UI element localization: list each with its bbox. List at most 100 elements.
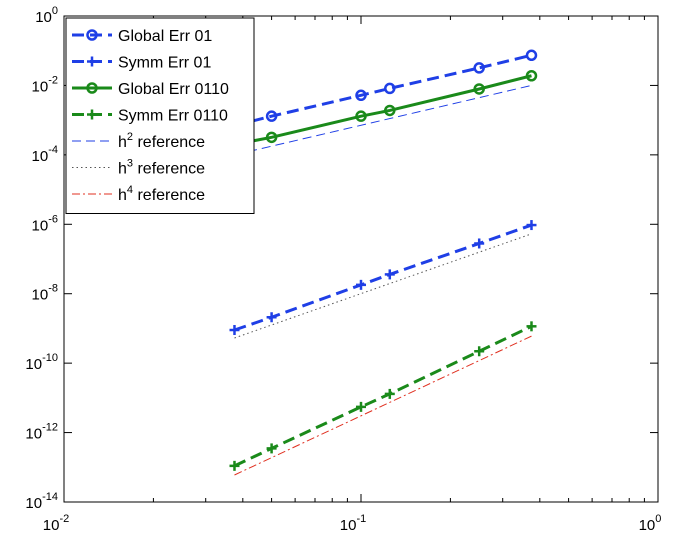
plus-marker — [356, 401, 366, 412]
y-tick-label: 10-8 — [32, 283, 58, 304]
y-tick-exponent: -14 — [42, 491, 58, 503]
legend-item: h2 reference — [72, 131, 205, 151]
legend-name: Global Err 01 — [118, 28, 212, 45]
legend-suffix: reference — [133, 134, 205, 151]
y-tick-exponent: -8 — [48, 283, 58, 295]
y-tick-base: 10 — [25, 495, 42, 512]
legend-label: Symm Err 0110 — [118, 108, 228, 125]
legend-label: h4 reference — [118, 184, 205, 204]
y-tick-exponent: -4 — [48, 144, 58, 156]
legend-label: h2 reference — [118, 131, 205, 151]
y-tick-exponent: -10 — [42, 352, 58, 364]
series-line — [233, 324, 533, 468]
legend-item: Symm Err 01 — [72, 55, 211, 72]
legend: Global Err 01 Symm Err 01 Global Err 0110 S… — [65, 17, 255, 214]
axis-ticks: 10-2 10-1 10010010-210-410-610-810-1010-12… — [25, 5, 661, 534]
x-tick-base: 10 — [340, 517, 357, 534]
y-tick-exponent: -12 — [42, 422, 58, 434]
y-tick-base: 10 — [35, 9, 52, 26]
y-tick-label: 10-6 — [32, 213, 58, 234]
legend-name: Symm Err 01 — [118, 55, 211, 72]
circle-marker — [525, 49, 538, 62]
series-4 — [234, 84, 532, 156]
legend-exponent: 4 — [127, 184, 133, 196]
series-1 — [229, 220, 537, 336]
plus-marker — [526, 321, 537, 332]
series-0 — [228, 49, 538, 132]
y-tick-base: 10 — [25, 356, 42, 373]
circle-marker — [355, 110, 367, 122]
y-tick-base: 10 — [32, 217, 49, 234]
plus-marker — [229, 460, 240, 471]
x-tick-exponent: -1 — [356, 513, 366, 525]
legend-exponent: 2 — [127, 131, 133, 143]
series-2 — [228, 70, 538, 151]
series-layer — [228, 49, 538, 476]
legend-exponent: 3 — [127, 158, 133, 170]
y-tick-base: 10 — [32, 78, 49, 95]
legend-name: h — [118, 187, 127, 204]
x-tick-label: 10-1 — [340, 513, 366, 534]
x-tick-label: 100 — [639, 513, 662, 534]
series-line — [234, 74, 532, 146]
legend-item: h4 reference — [72, 184, 205, 204]
legend-name: h — [118, 134, 127, 151]
circle-marker — [355, 89, 367, 102]
legend-name: Global Err 0110 — [118, 81, 229, 98]
plus-marker — [474, 238, 485, 249]
plus-marker — [87, 109, 97, 120]
y-tick-base: 10 — [32, 148, 49, 165]
plus-marker — [384, 388, 395, 399]
legend-label: Global Err 0110 — [118, 81, 229, 98]
y-tick-base: 10 — [32, 287, 49, 304]
y-tick-base: 10 — [25, 426, 42, 443]
plus-marker — [266, 443, 277, 454]
legend-item: Global Err 0110 — [72, 81, 229, 98]
legend-suffix: reference — [133, 161, 205, 178]
y-tick-exponent: -6 — [48, 213, 58, 225]
y-tick-label: 100 — [35, 5, 58, 26]
legend-item: Global Err 01 — [72, 28, 212, 45]
x-tick-base: 10 — [639, 517, 656, 534]
series-line — [234, 233, 532, 339]
series-line — [234, 84, 532, 156]
circle-marker — [384, 82, 396, 95]
series-5 — [234, 233, 532, 339]
y-tick-label: 10-4 — [32, 144, 58, 165]
x-tick-exponent: -2 — [59, 513, 69, 525]
legend-name: Symm Err 0110 — [118, 108, 228, 125]
y-tick-label: 10-12 — [25, 422, 58, 443]
series-line — [234, 335, 532, 476]
legend-suffix: reference — [133, 187, 205, 204]
circle-marker — [525, 70, 538, 82]
circle-marker — [265, 131, 278, 144]
series-6 — [234, 335, 532, 476]
plus-marker — [384, 269, 395, 280]
x-tick-label: 10-2 — [43, 513, 69, 534]
y-tick-label: 10-10 — [25, 352, 58, 373]
y-tick-exponent: 0 — [52, 5, 58, 17]
circle-marker — [86, 82, 98, 94]
legend-item: Symm Err 0110 — [72, 108, 228, 125]
plus-marker — [266, 312, 277, 323]
legend-item: h3 reference — [72, 158, 205, 178]
circle-marker — [473, 83, 485, 95]
circle-marker — [384, 104, 396, 117]
circle-marker — [473, 62, 485, 74]
y-tick-label: 10-14 — [25, 491, 58, 512]
y-tick-label: 10-2 — [32, 74, 58, 95]
y-tick-exponent: -2 — [48, 74, 58, 86]
legend-name: h — [118, 161, 127, 178]
x-tick-base: 10 — [43, 517, 60, 534]
plus-marker — [229, 325, 240, 336]
x-tick-exponent: 0 — [655, 513, 661, 525]
plus-marker — [474, 346, 485, 357]
series-line — [233, 223, 532, 332]
legend-label: Symm Err 01 — [118, 55, 211, 72]
legend-label: Global Err 01 — [118, 28, 212, 45]
plus-marker — [526, 220, 537, 231]
series-3 — [229, 321, 537, 471]
legend-label: h3 reference — [118, 158, 205, 178]
circle-marker — [86, 29, 98, 41]
